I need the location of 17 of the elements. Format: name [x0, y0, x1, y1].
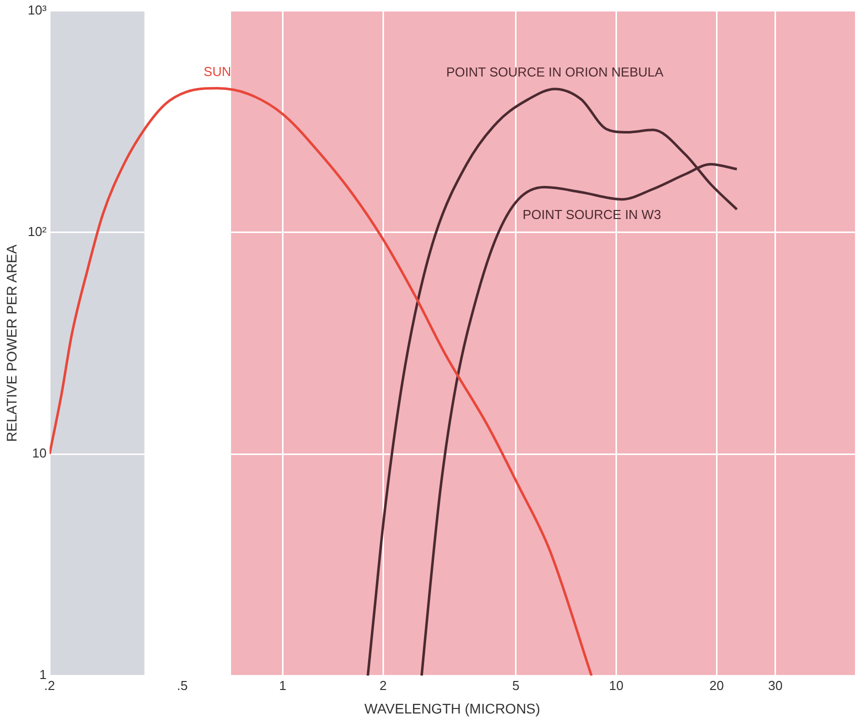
- x-tick-label: .5: [176, 678, 188, 693]
- x-tick-label: 30: [768, 678, 783, 693]
- x-axis-title: WAVELENGTH (MICRONS): [364, 700, 540, 716]
- x-tick-label: .2: [44, 678, 56, 693]
- y-tick-label: 1: [39, 667, 47, 682]
- y-tick-label: 10²: [28, 224, 48, 239]
- y-tick-label: 10: [32, 446, 47, 461]
- x-tick-label: 20: [709, 678, 724, 693]
- y-axis-title: RELATIVE POWER PER AREA: [3, 244, 20, 442]
- x-tick-label: 2: [379, 678, 387, 693]
- x-tick-label: 10: [608, 678, 624, 693]
- x-tick-label: 5: [512, 678, 520, 693]
- series-label: POINT SOURCE IN ORION NEBULA: [446, 64, 664, 80]
- x-tick-label: 1: [279, 678, 286, 693]
- series-label: POINT SOURCE IN W3: [522, 206, 662, 222]
- series-label: SUN: [204, 64, 232, 79]
- y-tick-label: 10³: [28, 2, 48, 18]
